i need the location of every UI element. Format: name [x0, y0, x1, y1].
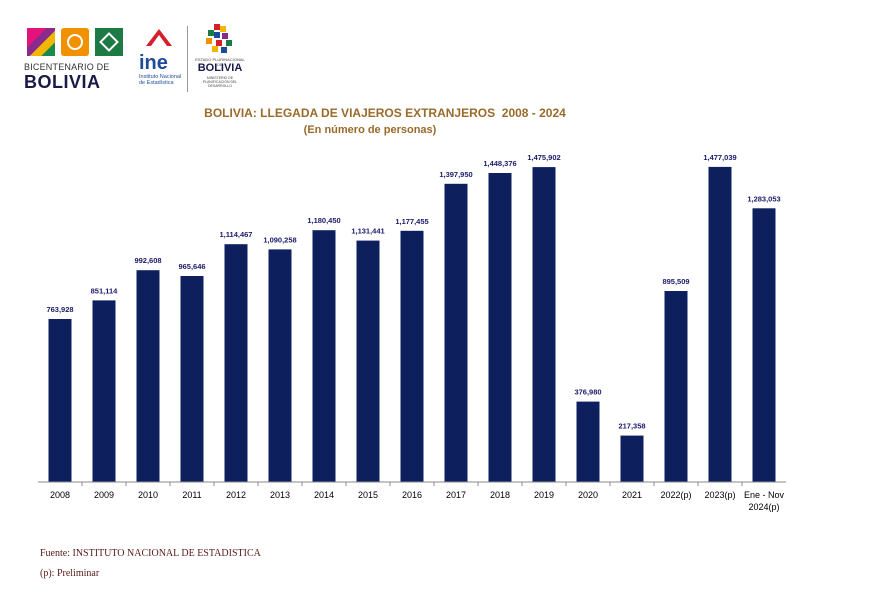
logos: BICENTENARIO DE BOLIVIA ine Instituto Na… — [24, 24, 264, 96]
value-label-12: 376,980 — [574, 388, 601, 397]
value-label-14: 895,509 — [662, 277, 689, 286]
value-labels-group: 763,928 851,114 992,608 965,646 1,114,467 1,0… — [46, 153, 780, 431]
category-label-6: 2014 — [314, 490, 334, 500]
bicentenario-mark-icon — [27, 28, 55, 56]
ine-roof-icon — [146, 29, 172, 46]
category-label-10: 2018 — [490, 490, 510, 500]
source-note: Fuente: INSTITUTO NACIONAL DE ESTADISTIC… — [40, 548, 261, 559]
bar-11 — [532, 167, 556, 482]
edp-main: BOLIVIA — [197, 62, 243, 74]
value-label-15: 1,477,039 — [703, 153, 736, 162]
bar-7 — [356, 240, 380, 482]
bar-5 — [268, 249, 292, 482]
value-label-1: 851,114 — [91, 286, 119, 295]
bar-14 — [664, 291, 688, 482]
estado-plurinacional-logo: ESTADO PLURINACIONAL DE BOLIVIA MINISTER… — [194, 24, 246, 94]
value-label-11: 1,475,902 — [527, 153, 560, 162]
bicentenario-sub: BICENTENARIO DE — [24, 62, 110, 72]
bars-group — [48, 166, 776, 483]
bar-9 — [444, 183, 468, 483]
bar-0 — [48, 319, 72, 482]
diamond-mark-icon — [95, 28, 123, 56]
value-label-16: 1,283,053 — [747, 194, 780, 203]
edp-top: ESTADO PLURINACIONAL DE — [195, 57, 245, 67]
value-label-7: 1,131,441 — [351, 227, 384, 236]
ine-word: ine — [139, 52, 168, 74]
bicentenario-logo: BICENTENARIO DE BOLIVIA — [24, 24, 124, 92]
category-label-7: 2015 — [358, 490, 378, 500]
spiral-mark-icon — [61, 28, 89, 56]
bar-10 — [488, 173, 512, 482]
bar-8 — [400, 230, 424, 482]
value-label-0: 763,928 — [46, 305, 73, 314]
category-label-12: 2020 — [578, 490, 598, 500]
value-label-8: 1,177,455 — [395, 217, 428, 226]
bar-6 — [312, 230, 336, 482]
category-label-9: 2017 — [446, 490, 466, 500]
category-label-13: 2021 — [622, 490, 642, 500]
bar-2 — [136, 270, 160, 482]
value-label-3: 965,646 — [178, 262, 205, 271]
value-label-4: 1,114,467 — [220, 230, 253, 239]
value-label-13: 217,358 — [618, 422, 645, 431]
mosaic-emblem-icon — [206, 24, 232, 53]
bar-16 — [752, 208, 776, 483]
category-label-2: 2010 — [138, 490, 158, 500]
ine-logo: ine Instituto Nacional de Estadística — [138, 24, 182, 94]
category-label-4: 2012 — [226, 490, 246, 500]
chart-subtitle: (En número de personas) — [303, 124, 437, 136]
category-label-5: 2013 — [270, 490, 290, 500]
chart-title: BOLIVIA: LLEGADA DE VIAJEROS EXTRANJEROS… — [204, 106, 566, 120]
logo-divider — [187, 26, 188, 92]
value-label-9: 1,397,950 — [439, 170, 472, 179]
bar-12 — [576, 401, 600, 482]
category-label-3: 2011 — [182, 490, 201, 500]
category-label-14: 2022(p) — [660, 490, 691, 500]
value-label-10: 1,448,376 — [483, 159, 516, 168]
bar-4 — [224, 244, 248, 482]
value-label-5: 1,090,258 — [263, 235, 296, 244]
bar-1 — [92, 300, 116, 482]
category-label-1: 2009 — [94, 490, 114, 500]
category-label-0: 2008 — [50, 490, 70, 500]
bar-15 — [708, 166, 732, 482]
bicentenario-main: BOLIVIA — [24, 72, 101, 92]
x-ticks-group: 2008 2009 2010 2011 2012 2013 2014 2015 2016 2017… — [50, 482, 785, 512]
category-label-16: Ene - Nov 2024(p) — [744, 490, 785, 512]
category-label-11: 2019 — [534, 490, 554, 500]
preliminary-note: (p): Preliminar — [40, 568, 100, 579]
edp-sub: MINISTERIO DE PLANIFICACIÓN DEL DESARROL… — [202, 76, 238, 88]
bar-13 — [620, 435, 644, 482]
bar-3 — [180, 276, 204, 482]
ine-sub: Instituto Nacional de Estadística — [139, 74, 182, 86]
value-label-6: 1,180,450 — [307, 216, 340, 225]
category-label-8: 2016 — [402, 490, 422, 500]
category-label-15: 2023(p) — [704, 490, 735, 500]
value-label-2: 992,608 — [134, 256, 161, 265]
